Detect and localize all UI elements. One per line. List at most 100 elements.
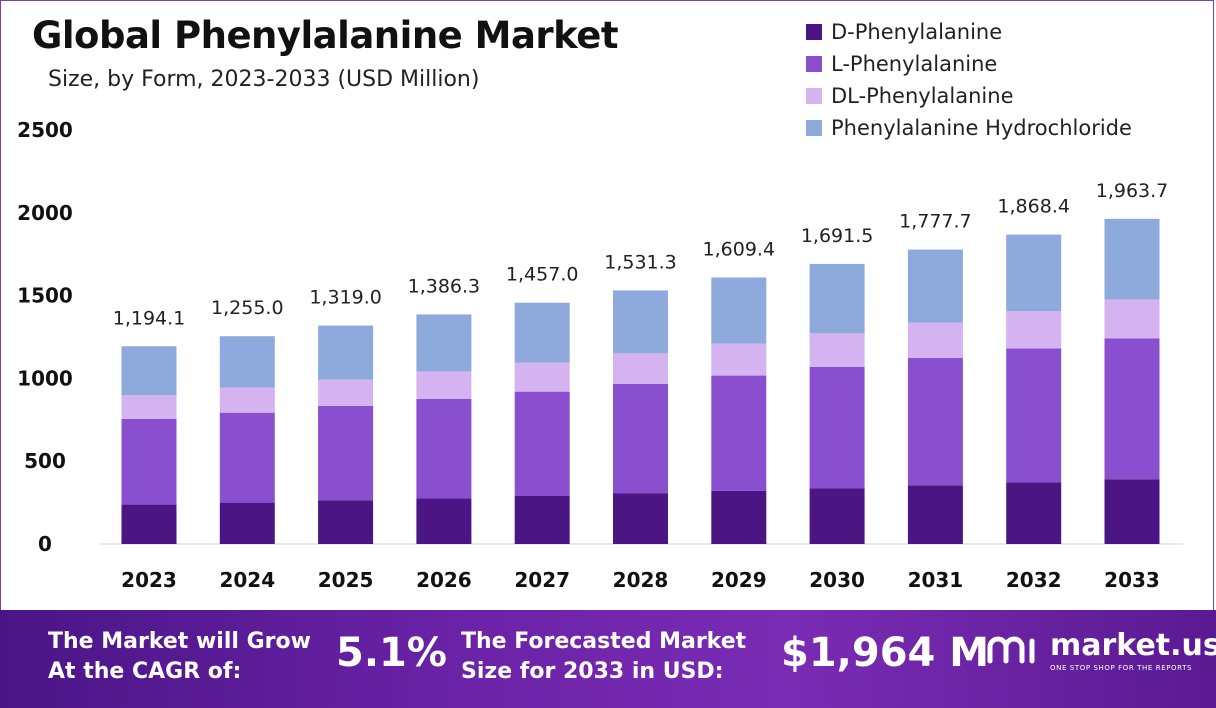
bar-segment	[121, 395, 177, 419]
bar-segment	[711, 343, 767, 376]
total-data-label: 1,691.5	[801, 225, 874, 247]
cagr-value: 5.1%	[336, 630, 447, 676]
legend-item-d-phenylalanine: D-Phenylalanine	[806, 16, 1132, 48]
bar-segment	[219, 387, 275, 413]
total-data-label: 1,777.7	[899, 211, 972, 233]
y-tick-label: 1000	[17, 366, 73, 390]
bar-segment	[809, 333, 865, 367]
bar-segment	[514, 495, 570, 544]
cagr-caption: The Market will Grow At the CAGR of:	[48, 627, 311, 687]
footer-banner: The Market will Grow At the CAGR of: 5.1…	[0, 610, 1216, 708]
legend-label: D-Phenylalanine	[831, 20, 1003, 44]
x-tick-label: 2033	[1104, 568, 1160, 592]
bar-segment	[711, 375, 767, 491]
bar-segment	[121, 418, 177, 505]
bar-segment	[1104, 299, 1160, 339]
total-data-label: 1,194.1	[113, 307, 186, 329]
bar-segment	[318, 405, 374, 501]
forecast-caption: The Forecasted Market Size for 2033 in U…	[461, 627, 746, 687]
x-tick-label: 2023	[121, 568, 177, 592]
brand-logo: market.us ONE STOP SHOP FOR THE REPORTS	[986, 630, 1216, 672]
brand-tagline: ONE STOP SHOP FOR THE REPORTS	[1050, 664, 1193, 672]
bar-segment	[809, 366, 865, 489]
legend-swatch	[806, 120, 822, 136]
forecast-caption-line1: The Forecasted Market	[461, 629, 747, 654]
x-tick-label: 2030	[809, 568, 865, 592]
bar-segment	[514, 391, 570, 496]
brand-name: market.us	[1050, 628, 1216, 663]
bar-segment	[416, 371, 472, 399]
total-data-label: 1,457.0	[506, 264, 579, 286]
total-data-label: 1,609.4	[703, 238, 776, 260]
bar-segment	[416, 314, 472, 372]
legend-label: L-Phenylalanine	[831, 52, 998, 76]
bar-segment	[416, 398, 472, 499]
legend-item-hydrochloride: Phenylalanine Hydrochloride	[806, 112, 1132, 144]
y-tick-label: 1500	[17, 284, 73, 308]
total-data-label: 1,868.4	[997, 196, 1070, 218]
stacked-bar-chart: 0 500 1000 1500 2000 2500 1,194.1 2023 1,255.0 20…	[17, 118, 1183, 592]
bar-segment	[514, 362, 570, 392]
bar-segment	[514, 302, 570, 363]
bar-segment	[613, 383, 668, 494]
bar-segment	[1006, 234, 1062, 312]
bar-segment	[613, 353, 668, 384]
bar-segment	[219, 336, 275, 388]
market-us-logo-icon	[987, 636, 1035, 664]
chart-title: Global Phenylalanine Market	[32, 14, 619, 57]
bar-segment	[318, 500, 374, 544]
bar-segment	[907, 358, 963, 486]
total-data-label: 1,963.7	[1096, 180, 1169, 202]
bar-segment	[907, 249, 963, 323]
x-tick-label: 2024	[219, 568, 275, 592]
bar-segment	[809, 263, 865, 334]
bar-segment	[711, 277, 767, 344]
bar-segment	[1104, 338, 1160, 480]
bar-segment	[809, 488, 865, 544]
bar-segment	[711, 490, 767, 544]
x-tick-label: 2029	[711, 568, 767, 592]
x-tick-label: 2026	[416, 568, 472, 592]
total-data-label: 1,255.0	[211, 297, 284, 319]
bar-segment	[1104, 479, 1160, 544]
bar-segment	[1006, 348, 1062, 483]
bar-segment	[121, 504, 177, 544]
legend-item-l-phenylalanine: L-Phenylalanine	[806, 48, 1132, 80]
bar-segment	[219, 502, 275, 544]
y-tick-label: 500	[24, 449, 66, 473]
x-tick-label: 2025	[318, 568, 374, 592]
bar-segment	[121, 346, 177, 396]
cagr-caption-line1: The Market will Grow	[48, 629, 311, 654]
legend-label: DL-Phenylalanine	[831, 84, 1014, 108]
bar-segment	[219, 412, 275, 503]
bar-segment	[613, 493, 668, 544]
y-tick-label: 2000	[17, 201, 73, 225]
bar-segment	[318, 325, 374, 380]
bar-segment	[613, 290, 668, 354]
y-tick-label: 0	[38, 532, 52, 556]
legend-label: Phenylalanine Hydrochloride	[831, 116, 1132, 140]
cagr-caption-line2: At the CAGR of:	[48, 659, 242, 684]
bar-segment	[1006, 482, 1062, 544]
x-tick-label: 2028	[613, 568, 669, 592]
legend-swatch	[806, 24, 822, 40]
x-tick-label: 2032	[1006, 568, 1062, 592]
bar-segment	[416, 498, 472, 544]
bar-segment	[907, 485, 963, 544]
bar-segment	[907, 322, 963, 359]
chart-subtitle: Size, by Form, 2023-2033 (USD Million)	[48, 67, 480, 92]
legend-swatch	[806, 88, 822, 104]
total-data-label: 1,531.3	[604, 251, 677, 273]
y-tick-label: 2500	[17, 118, 73, 142]
total-data-label: 1,386.3	[408, 275, 481, 297]
x-tick-label: 2027	[514, 568, 570, 592]
bar-segment	[1006, 311, 1062, 349]
legend-item-dl-phenylalanine: DL-Phenylalanine	[806, 80, 1132, 112]
forecast-caption-line2: Size for 2033 in USD:	[461, 659, 724, 684]
legend: D-Phenylalanine L-Phenylalanine DL-Pheny…	[806, 16, 1132, 144]
x-tick-label: 2031	[908, 568, 964, 592]
legend-swatch	[806, 56, 822, 72]
bar-segment	[1104, 218, 1160, 300]
total-data-label: 1,319.0	[309, 287, 382, 309]
bar-segment	[318, 379, 374, 406]
